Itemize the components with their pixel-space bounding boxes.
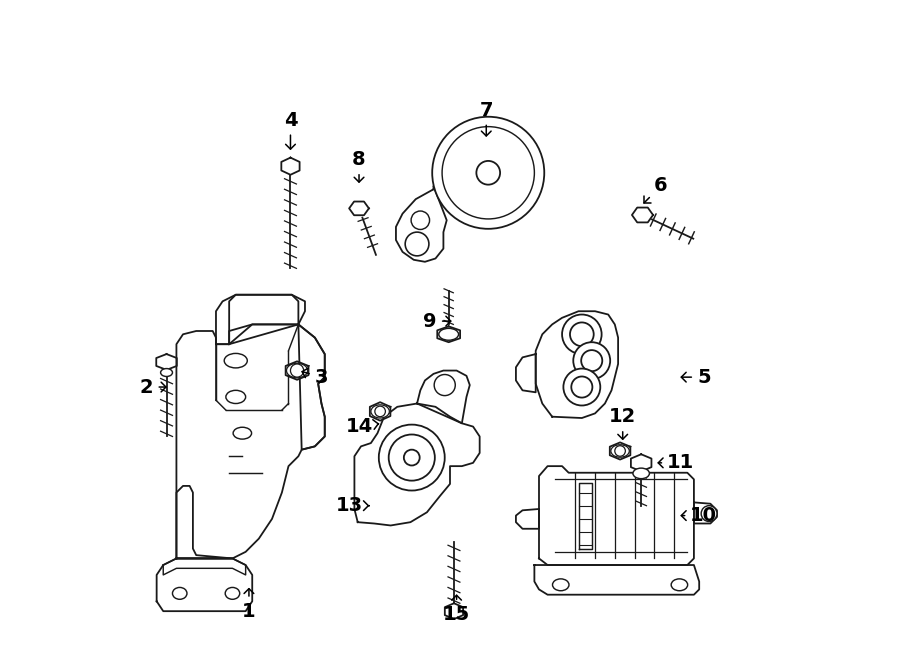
Polygon shape bbox=[417, 371, 470, 423]
Text: 11: 11 bbox=[658, 453, 695, 473]
Ellipse shape bbox=[225, 587, 239, 599]
Circle shape bbox=[434, 375, 455, 396]
Polygon shape bbox=[285, 361, 309, 380]
Ellipse shape bbox=[224, 354, 248, 368]
Polygon shape bbox=[437, 326, 460, 342]
Polygon shape bbox=[610, 442, 630, 459]
Ellipse shape bbox=[160, 369, 173, 377]
Polygon shape bbox=[176, 486, 232, 559]
Ellipse shape bbox=[226, 391, 246, 404]
Circle shape bbox=[374, 406, 385, 416]
Ellipse shape bbox=[371, 405, 390, 418]
Polygon shape bbox=[157, 559, 252, 611]
Text: 5: 5 bbox=[681, 367, 711, 387]
Ellipse shape bbox=[439, 328, 459, 340]
Ellipse shape bbox=[233, 427, 252, 439]
Polygon shape bbox=[445, 603, 464, 619]
Ellipse shape bbox=[611, 445, 629, 457]
Text: 15: 15 bbox=[443, 595, 470, 624]
Text: 12: 12 bbox=[609, 407, 636, 439]
Ellipse shape bbox=[173, 587, 187, 599]
Polygon shape bbox=[370, 402, 391, 420]
Text: 14: 14 bbox=[346, 417, 379, 436]
Circle shape bbox=[615, 446, 626, 456]
Polygon shape bbox=[299, 324, 325, 449]
Circle shape bbox=[573, 342, 610, 379]
Polygon shape bbox=[694, 502, 717, 524]
Circle shape bbox=[563, 369, 600, 406]
Circle shape bbox=[572, 377, 592, 398]
Polygon shape bbox=[230, 295, 299, 344]
Ellipse shape bbox=[286, 363, 308, 378]
Circle shape bbox=[411, 211, 429, 230]
Polygon shape bbox=[396, 186, 446, 261]
Polygon shape bbox=[157, 354, 176, 370]
Circle shape bbox=[404, 449, 419, 465]
Polygon shape bbox=[631, 454, 652, 471]
Circle shape bbox=[581, 350, 602, 371]
Text: 9: 9 bbox=[424, 312, 451, 330]
Polygon shape bbox=[632, 208, 653, 222]
Circle shape bbox=[379, 424, 445, 491]
Polygon shape bbox=[579, 483, 591, 549]
Text: 2: 2 bbox=[140, 377, 166, 397]
Text: 4: 4 bbox=[284, 111, 297, 149]
Polygon shape bbox=[539, 466, 694, 565]
Circle shape bbox=[291, 364, 303, 377]
Circle shape bbox=[562, 314, 601, 354]
Polygon shape bbox=[163, 559, 246, 575]
Circle shape bbox=[442, 126, 535, 219]
Circle shape bbox=[476, 161, 500, 185]
Circle shape bbox=[570, 322, 594, 346]
Circle shape bbox=[405, 232, 429, 256]
Ellipse shape bbox=[633, 468, 650, 479]
Ellipse shape bbox=[671, 579, 688, 591]
Text: 6: 6 bbox=[644, 177, 668, 203]
Polygon shape bbox=[516, 354, 536, 393]
Polygon shape bbox=[216, 295, 305, 344]
Text: 13: 13 bbox=[337, 496, 369, 515]
Polygon shape bbox=[282, 158, 300, 175]
Ellipse shape bbox=[553, 579, 569, 591]
Polygon shape bbox=[176, 324, 325, 559]
Circle shape bbox=[701, 506, 717, 522]
Polygon shape bbox=[535, 565, 699, 594]
Text: 10: 10 bbox=[681, 506, 717, 525]
Polygon shape bbox=[536, 311, 618, 418]
Circle shape bbox=[432, 117, 544, 229]
Polygon shape bbox=[355, 404, 480, 526]
Text: 1: 1 bbox=[242, 589, 256, 621]
Text: 7: 7 bbox=[480, 101, 493, 136]
Polygon shape bbox=[349, 201, 369, 215]
Text: 8: 8 bbox=[352, 150, 365, 182]
Polygon shape bbox=[516, 509, 539, 529]
Circle shape bbox=[389, 434, 435, 481]
Text: 3: 3 bbox=[302, 367, 328, 387]
